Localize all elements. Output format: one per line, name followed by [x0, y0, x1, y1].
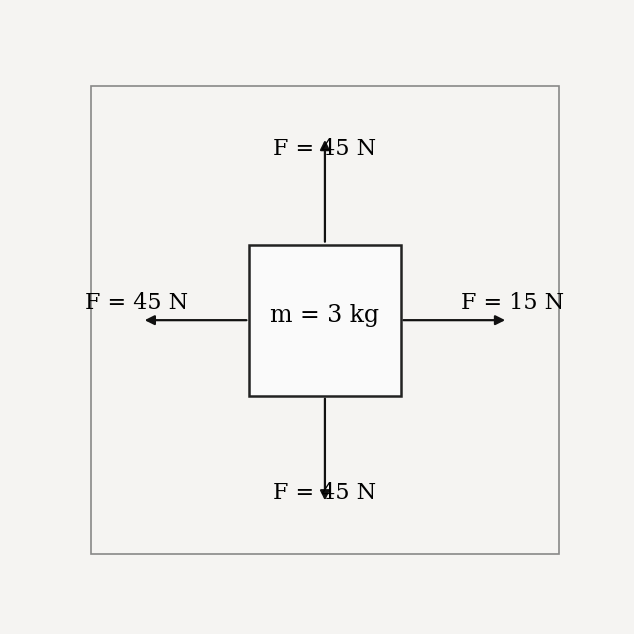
Text: F = 45 N: F = 45 N: [273, 138, 377, 160]
Text: F = 45 N: F = 45 N: [86, 292, 188, 314]
Bar: [249, 245, 401, 396]
Text: F = 15 N: F = 15 N: [462, 292, 564, 314]
Text: m = 3 kg: m = 3 kg: [270, 304, 380, 327]
Text: F = 45 N: F = 45 N: [273, 482, 377, 505]
